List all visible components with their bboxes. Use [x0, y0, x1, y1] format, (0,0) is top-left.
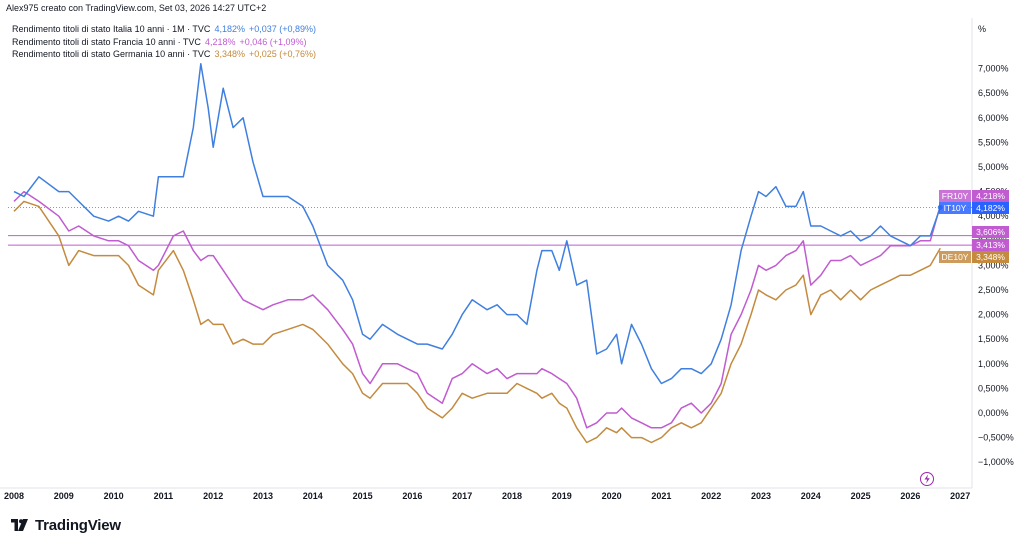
legend-series-name: Rendimento titoli di stato Germania 10 a… — [12, 49, 211, 59]
price-badge[interactable]: DE10Y 3,348% — [939, 251, 1009, 263]
x-tick-label: 2022 — [701, 491, 721, 501]
y-tick-label: 3,000% — [978, 260, 1009, 270]
y-tick-label: −1,000% — [978, 457, 1014, 467]
series-line-it10y[interactable] — [13, 62, 942, 385]
x-tick-label: 2018 — [502, 491, 522, 501]
brand-name: TradingView — [35, 517, 121, 534]
badge-ticker: IT10Y — [944, 203, 967, 213]
badge-ticker: DE10Y — [942, 252, 969, 262]
x-tick-label: 2009 — [54, 491, 74, 501]
x-tick-label: 2020 — [602, 491, 622, 501]
badge-value: 3,606% — [976, 227, 1005, 237]
legend-series-change: +0,025 (+0,76%) — [248, 49, 317, 59]
legend-row-de[interactable]: Rendimento titoli di stato Germania 10 a… — [12, 48, 320, 61]
x-tick-label: 2013 — [253, 491, 273, 501]
chart-legend: Rendimento titoli di stato Italia 10 ann… — [12, 23, 320, 61]
x-tick-label: 2023 — [751, 491, 771, 501]
y-tick-label: 2,000% — [978, 310, 1009, 320]
legend-series-value: 4,182% — [214, 24, 245, 34]
x-tick-label: 2015 — [353, 491, 373, 501]
x-tick-label: 2025 — [851, 491, 871, 501]
legend-row-it[interactable]: Rendimento titoli di stato Italia 10 ann… — [12, 23, 320, 36]
legend-series-value: 3,348% — [214, 49, 245, 59]
x-tick-label: 2024 — [801, 491, 821, 501]
legend-series-name: Rendimento titoli di stato Italia 10 ann… — [12, 24, 211, 34]
x-tick-label: 2014 — [303, 491, 323, 501]
x-tick-label: 2010 — [104, 491, 124, 501]
x-tick-label: 2012 — [203, 491, 223, 501]
y-tick-label: 5,000% — [978, 162, 1009, 172]
tradingview-logo[interactable]: TradingView — [8, 517, 121, 534]
legend-series-change: +0,037 (+0,89%) — [248, 24, 317, 34]
x-tick-label: 2016 — [402, 491, 422, 501]
created-by-text: Alex975 creato con TradingView.com, Set … — [6, 3, 267, 13]
price-badge[interactable]: 3,413% — [972, 239, 1009, 251]
y-tick-label: 0,000% — [978, 408, 1009, 418]
badge-ticker: FR10Y — [942, 191, 969, 201]
y-tick-label: 1,000% — [978, 359, 1009, 369]
badge-value: 3,348% — [976, 252, 1005, 262]
y-tick-label: 0,500% — [978, 383, 1009, 393]
price-badge[interactable]: IT10Y 4,182% — [939, 202, 1009, 214]
y-tick-label: 6,000% — [978, 113, 1009, 123]
x-tick-label: 2027 — [950, 491, 970, 501]
y-tick-label: 2,500% — [978, 285, 1009, 295]
lightning-icon[interactable] — [920, 472, 934, 486]
y-tick-label: 4,000% — [978, 211, 1009, 221]
x-tick-label: 2008 — [4, 491, 24, 501]
x-tick-label: 2017 — [452, 491, 472, 501]
x-tick-label: 2019 — [552, 491, 572, 501]
legend-row-fr[interactable]: Rendimento titoli di stato Francia 10 an… — [12, 36, 320, 49]
price-badge[interactable]: 3,606% — [972, 226, 1009, 238]
legend-series-name: Rendimento titoli di stato Francia 10 an… — [12, 36, 201, 47]
price-axis-unit: % — [978, 24, 986, 34]
x-tick-label: 2011 — [154, 491, 174, 501]
legend-series-change: +0,046 (+1,09%) — [239, 36, 307, 47]
y-tick-label: 7,000% — [978, 64, 1009, 74]
series-line-de10y[interactable] — [13, 200, 941, 444]
series-line-fr10y[interactable] — [13, 190, 942, 429]
y-tick-label: 5,500% — [978, 137, 1009, 147]
y-tick-label: 6,500% — [978, 88, 1009, 98]
y-tick-label: 1,500% — [978, 334, 1009, 344]
badge-value: 3,413% — [976, 240, 1005, 250]
legend-series-value: 4,218% — [204, 36, 236, 47]
y-tick-label: −0,500% — [978, 433, 1014, 443]
tradingview-mark-icon — [11, 518, 28, 531]
price-badge[interactable]: FR10Y 4,218% — [939, 190, 1009, 202]
x-tick-label: 2026 — [900, 491, 920, 501]
badge-value: 4,182% — [976, 203, 1005, 213]
badge-value: 4,218% — [976, 191, 1005, 201]
x-tick-label: 2021 — [651, 491, 671, 501]
